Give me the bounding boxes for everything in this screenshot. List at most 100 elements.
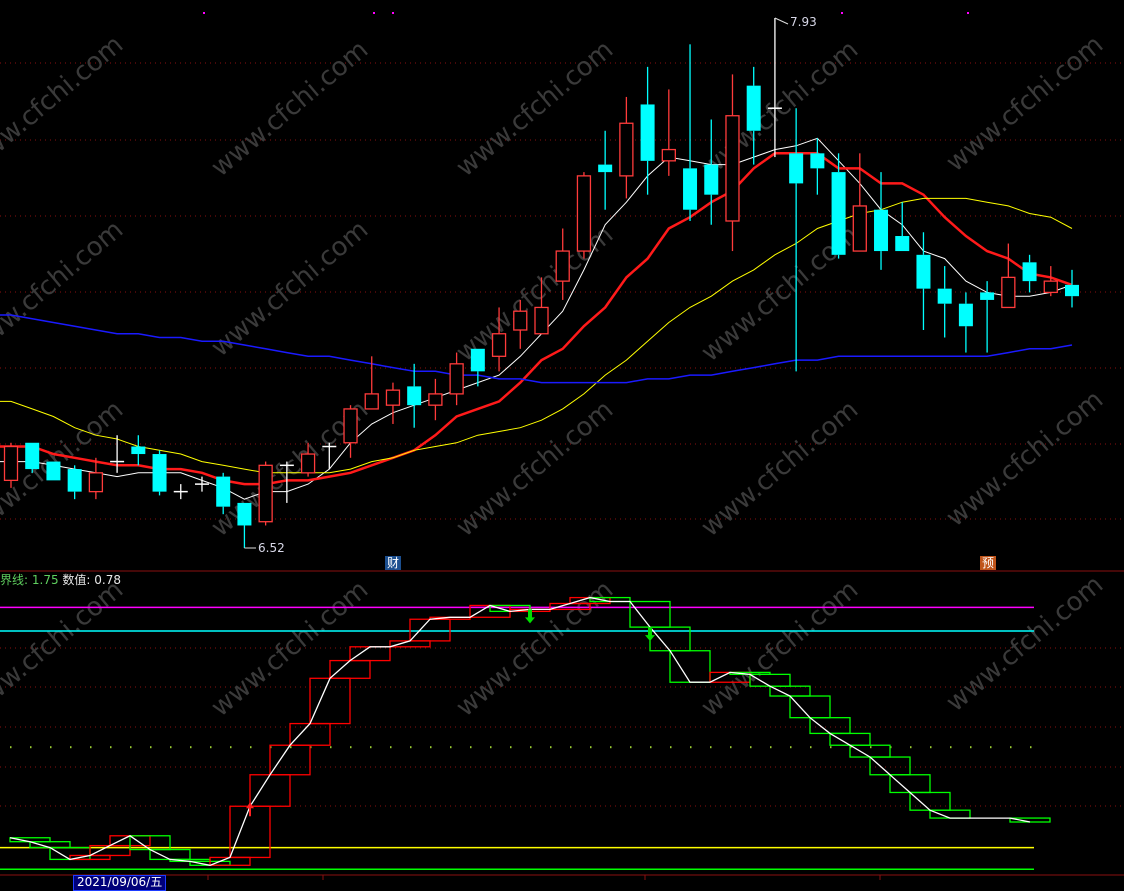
candle[interactable] <box>194 476 209 492</box>
candle[interactable] <box>874 172 889 270</box>
candle[interactable] <box>237 502 252 549</box>
level-dot <box>890 746 892 749</box>
candle[interactable] <box>1022 254 1037 293</box>
candle[interactable] <box>852 153 867 252</box>
grid <box>0 12 1124 880</box>
level-dot <box>590 746 592 749</box>
forecast-event-badge[interactable]: 预 <box>980 556 997 570</box>
candle-body-up <box>449 363 464 395</box>
candle[interactable] <box>704 119 719 225</box>
watermark-text: www.cfchi.com <box>0 30 129 178</box>
step-box <box>829 732 871 746</box>
candle[interactable] <box>322 442 337 470</box>
step-box <box>149 848 191 861</box>
step-box <box>929 809 971 819</box>
watermark-text: www.cfchi.com <box>0 575 129 723</box>
level-dot <box>610 746 612 749</box>
level-dot <box>790 746 792 749</box>
candle[interactable] <box>831 153 846 259</box>
level-dot <box>630 746 632 749</box>
candle[interactable] <box>895 202 910 252</box>
candle[interactable] <box>110 435 125 473</box>
candle[interactable] <box>916 232 931 330</box>
candle[interactable] <box>449 352 464 406</box>
level-dot <box>750 746 752 749</box>
candle[interactable] <box>216 472 231 515</box>
candle[interactable] <box>789 108 804 372</box>
candle[interactable] <box>1065 269 1079 308</box>
top-marker-dot <box>373 12 375 14</box>
low-price-label: 6.52 <box>258 541 285 555</box>
candle[interactable] <box>661 89 676 176</box>
candle[interactable] <box>385 382 401 424</box>
finance-event-badge[interactable]: 财 <box>385 556 402 570</box>
candle[interactable] <box>619 96 634 199</box>
candle[interactable] <box>343 405 358 458</box>
candles[interactable] <box>3 18 1080 549</box>
candle[interactable] <box>131 435 146 466</box>
candle[interactable] <box>25 442 40 473</box>
candle-body-up <box>364 393 379 410</box>
candle[interactable] <box>3 442 19 488</box>
candle[interactable] <box>683 44 698 221</box>
step-box <box>669 650 711 683</box>
candle[interactable] <box>513 299 528 349</box>
candle-body-down <box>640 104 655 161</box>
candle[interactable] <box>46 461 61 481</box>
candle-body-down <box>746 85 761 131</box>
step-box <box>29 841 71 849</box>
level-dot <box>770 746 772 749</box>
candle[interactable] <box>407 363 422 428</box>
level-dot <box>150 746 152 749</box>
indicator-panel <box>0 596 1051 870</box>
candle-body-up <box>1001 276 1016 309</box>
candle[interactable] <box>279 461 294 503</box>
candle-body-up <box>852 205 867 252</box>
candle-body-down <box>46 461 61 481</box>
candle-body-up <box>576 175 592 252</box>
step-box <box>349 646 391 662</box>
candle[interactable] <box>1043 266 1058 297</box>
level-dot <box>470 746 472 749</box>
candle[interactable] <box>767 18 782 158</box>
indicator-header: 界线: 1.75 数值: 0.78 <box>0 571 121 588</box>
level-dot <box>370 746 372 749</box>
candle[interactable] <box>364 356 379 410</box>
candle[interactable] <box>428 378 443 421</box>
candle[interactable] <box>534 277 549 335</box>
candle[interactable] <box>555 228 570 300</box>
candle[interactable] <box>725 74 740 252</box>
candle-body-down <box>152 454 167 492</box>
candle[interactable] <box>640 66 655 195</box>
top-marker-dot <box>841 12 843 14</box>
candle-body-down <box>916 254 931 289</box>
step-box <box>789 695 831 719</box>
step-box <box>249 774 291 807</box>
candle[interactable] <box>576 172 592 259</box>
candle[interactable] <box>746 66 761 165</box>
candle[interactable] <box>88 457 104 500</box>
candle[interactable] <box>937 266 952 338</box>
candle[interactable] <box>152 450 167 496</box>
step-box <box>769 685 811 697</box>
candle[interactable] <box>173 484 188 500</box>
candle[interactable] <box>980 281 995 353</box>
candle[interactable] <box>810 138 825 195</box>
candle-body-down <box>237 502 252 526</box>
candle[interactable] <box>958 292 973 353</box>
candle[interactable] <box>67 465 82 500</box>
candle[interactable] <box>598 130 613 210</box>
watermark-text: www.cfchi.com <box>451 35 620 183</box>
candle[interactable] <box>300 442 316 477</box>
top-marker-dot <box>967 12 969 14</box>
level-dot <box>690 746 692 749</box>
candle[interactable] <box>491 307 507 372</box>
sell-arrow-icon <box>645 627 655 642</box>
watermarks: www.cfchi.com www.cfchi.com www.cfchi.com w… <box>0 30 1109 723</box>
ma-line-3 <box>0 314 1073 384</box>
candle[interactable] <box>258 461 273 526</box>
moving-average-lines <box>0 137 1073 500</box>
candle[interactable] <box>470 348 485 387</box>
candle[interactable] <box>1001 243 1016 309</box>
